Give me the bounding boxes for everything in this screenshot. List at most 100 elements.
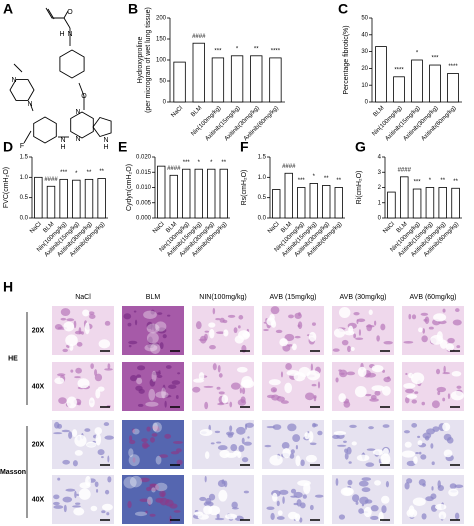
tissue: [137, 365, 146, 371]
tissue: [287, 344, 294, 347]
tissue: [428, 326, 434, 330]
significance-label: ***: [214, 48, 222, 54]
alveolus: [65, 334, 78, 347]
tissue: [95, 488, 99, 493]
tissue: [149, 513, 156, 517]
y-tick-label: 0: [163, 100, 167, 106]
alveolus: [221, 394, 229, 404]
tissue: [417, 435, 421, 439]
tissue: [63, 504, 67, 513]
tissue: [280, 371, 283, 378]
bar: [334, 187, 343, 219]
tissue: [382, 369, 386, 373]
x-tick-label: BLM: [373, 105, 386, 118]
tissue: [361, 503, 365, 507]
tissue: [107, 363, 111, 370]
tissue: [314, 494, 324, 498]
alveolus: [268, 379, 281, 386]
tissue: [199, 335, 207, 344]
tissue: [382, 424, 390, 428]
tissue: [163, 394, 172, 398]
tissue: [192, 386, 201, 393]
atom-label: H: [59, 31, 64, 38]
significance-label: **: [453, 179, 458, 185]
alveolus: [269, 455, 283, 466]
tissue: [447, 337, 455, 344]
significance-label: **: [87, 170, 92, 176]
tissue: [104, 320, 111, 326]
tissue: [290, 488, 297, 494]
bar: [412, 188, 422, 219]
alveolus: [442, 422, 451, 432]
column-header: AVB (15mg/kg): [270, 294, 317, 301]
alveolus: [152, 422, 162, 433]
tissue: [285, 363, 292, 370]
tissue: [103, 422, 110, 427]
alveolus: [236, 366, 248, 373]
tissue: [212, 363, 217, 371]
alveolus: [150, 343, 161, 354]
tissue: [229, 425, 233, 432]
alveolus: [430, 334, 444, 345]
alveolus: [269, 314, 275, 321]
alveolus: [242, 331, 250, 338]
alveolus: [94, 427, 103, 435]
bond: [45, 7, 71, 29]
atom-label: N: [27, 101, 32, 108]
atom-label: H: [60, 144, 65, 151]
significance-label: *: [416, 51, 419, 57]
y-tick-label: 30: [361, 49, 368, 55]
tissue: [317, 381, 321, 389]
tissue: [241, 437, 245, 444]
tissue: [123, 313, 132, 320]
tissue: [317, 430, 323, 436]
significance-label: **: [336, 178, 341, 184]
bond: [78, 82, 85, 97]
alveolus: [144, 344, 158, 352]
alveolus: [374, 480, 381, 486]
tissue: [195, 321, 202, 330]
tissue: [443, 365, 446, 374]
tissue: [335, 377, 339, 383]
alveolus: [209, 328, 215, 339]
tissue: [431, 486, 434, 491]
tissue: [101, 510, 106, 514]
tissue: [364, 393, 372, 397]
tissue: [75, 367, 82, 374]
atom-label: N: [75, 109, 80, 116]
tissue: [159, 454, 169, 458]
tissue: [204, 475, 207, 483]
tissue: [104, 368, 113, 371]
tissue: [133, 310, 137, 313]
alveolus: [225, 452, 238, 458]
tissue: [164, 499, 174, 507]
tissue: [218, 373, 223, 378]
y-tick-label: 0.5: [258, 195, 267, 201]
tissue: [218, 391, 225, 395]
tissue: [292, 434, 301, 442]
tissue: [73, 320, 77, 329]
alveolus: [72, 429, 78, 438]
tissue: [233, 327, 238, 334]
bar: [72, 179, 81, 219]
tissue: [70, 369, 74, 373]
tissue: [358, 480, 369, 487]
significance-label: *: [75, 171, 78, 177]
tissue: [216, 513, 220, 519]
magnification-label: 40X: [32, 383, 45, 390]
tissue: [231, 501, 238, 509]
tissue: [241, 457, 249, 463]
tissue: [65, 488, 76, 492]
alveolus: [223, 329, 229, 337]
tissue: [456, 385, 462, 389]
alveolus: [148, 388, 156, 401]
tissue: [299, 502, 306, 509]
tissue: [130, 375, 138, 382]
alveolus: [417, 440, 423, 446]
tissue: [368, 426, 374, 430]
atom-label: N: [11, 77, 16, 84]
y-tick-label: 0: [378, 216, 382, 222]
alveolus: [66, 396, 77, 409]
tissue: [74, 376, 81, 379]
tissue: [217, 445, 228, 451]
